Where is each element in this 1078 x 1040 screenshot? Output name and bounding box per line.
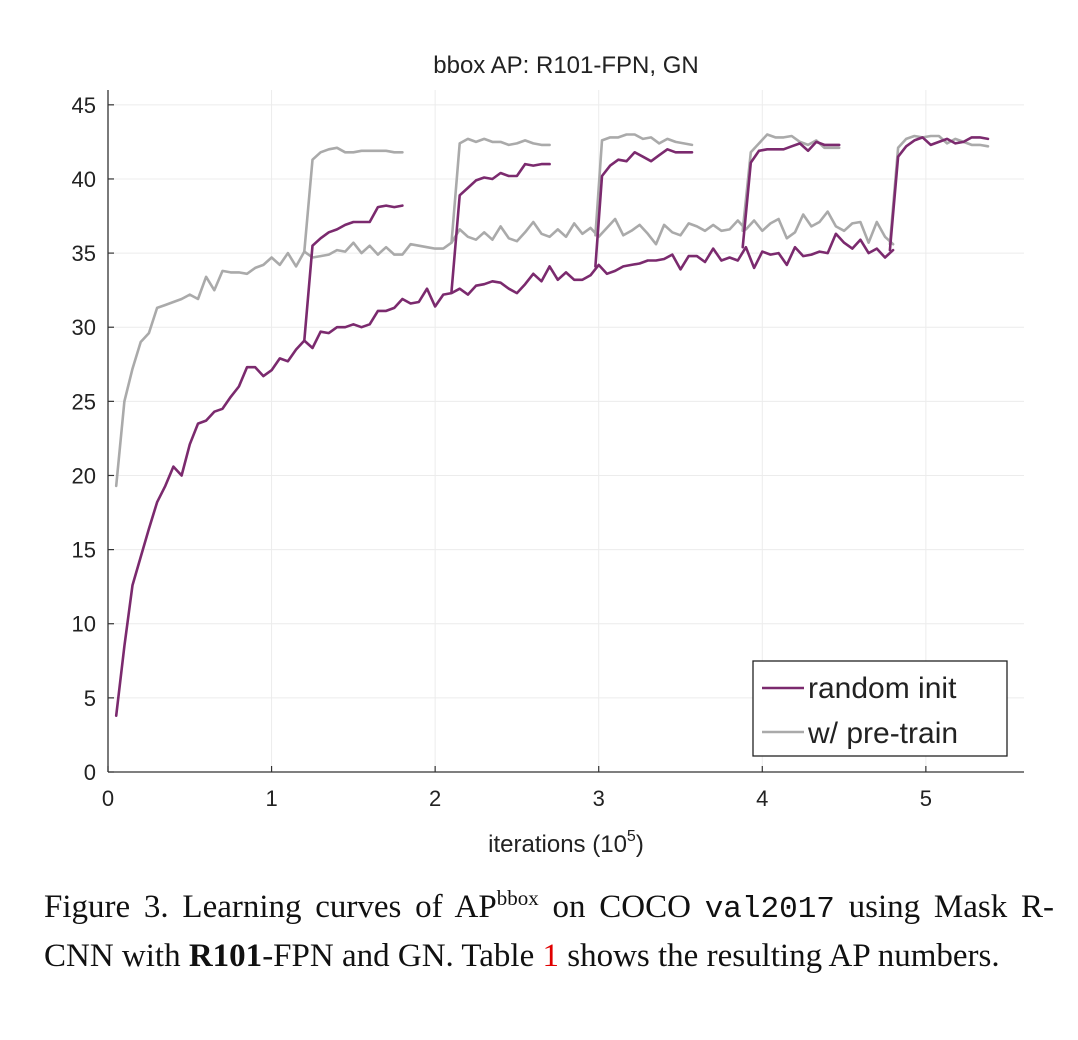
x-tick-label: 5 bbox=[920, 786, 932, 811]
y-tick-label: 40 bbox=[72, 167, 96, 192]
series-line-random-init-5 bbox=[888, 136, 990, 252]
x-axis-label: iterations (105) bbox=[488, 828, 644, 858]
caption-prefix: Figure 3. Learning curves of AP bbox=[44, 889, 497, 925]
y-tick-label: 0 bbox=[84, 760, 96, 785]
y-tick-label: 35 bbox=[72, 241, 96, 266]
legend-label-pre-train: w/ pre-train bbox=[807, 717, 958, 750]
figure-caption: Figure 3. Learning curves of APbbox on C… bbox=[44, 884, 1054, 980]
series-line-random-init-4 bbox=[741, 140, 841, 249]
x-axis-label-close: ) bbox=[636, 831, 644, 858]
x-tick-label: 4 bbox=[756, 786, 768, 811]
y-tick-label: 30 bbox=[72, 315, 96, 340]
series-line-random-init-3 bbox=[594, 148, 694, 268]
legend-box bbox=[752, 660, 1008, 757]
legend: random init w/ pre-train bbox=[752, 660, 1008, 757]
y-tick-label: 15 bbox=[72, 538, 96, 563]
axes bbox=[107, 90, 1024, 773]
caption-mid3: -FPN and GN. Table bbox=[262, 938, 543, 974]
y-tick-label: 45 bbox=[72, 93, 96, 118]
caption-mid1: on COCO bbox=[538, 889, 705, 925]
legend-label-random-init: random init bbox=[808, 672, 957, 705]
plot-series bbox=[114, 133, 990, 718]
x-tick-label: 2 bbox=[429, 786, 441, 811]
x-axis-label-exponent: 5 bbox=[627, 828, 636, 845]
y-tick-label: 10 bbox=[72, 612, 96, 637]
series-line-random-init-0 bbox=[114, 232, 895, 718]
caption-dataset-name: val2017 bbox=[704, 892, 835, 927]
x-axis-label-text: iterations (10 bbox=[488, 831, 627, 858]
y-tick-label: 20 bbox=[72, 463, 96, 488]
caption-superscript: bbox bbox=[496, 886, 539, 910]
y-tick-label: 5 bbox=[84, 686, 96, 711]
y-tick-label: 25 bbox=[72, 389, 96, 414]
caption-bold-model: R101 bbox=[188, 938, 263, 974]
series-line-random-init-1 bbox=[302, 204, 404, 342]
caption-table-ref-link[interactable]: 1 bbox=[542, 938, 560, 974]
series-line-w-pre-train-3 bbox=[594, 133, 694, 237]
series-line-w-pre-train-4 bbox=[741, 133, 841, 233]
series-line-random-init-2 bbox=[450, 162, 551, 293]
caption-suffix: shows the resulting AP numbers. bbox=[559, 938, 1000, 974]
caption-mid2: using Mask R-CNN with bbox=[44, 889, 1055, 974]
series-line-w-pre-train-0 bbox=[114, 210, 895, 488]
chart-title: bbox AP: R101-FPN, GN bbox=[433, 52, 698, 79]
x-tick-label: 1 bbox=[265, 786, 277, 811]
series-line-w-pre-train-2 bbox=[450, 137, 551, 244]
x-tick-label: 0 bbox=[102, 786, 114, 811]
series-line-w-pre-train-5 bbox=[888, 134, 990, 246]
x-tick-label: 3 bbox=[593, 786, 605, 811]
series-line-w-pre-train-1 bbox=[302, 146, 404, 253]
